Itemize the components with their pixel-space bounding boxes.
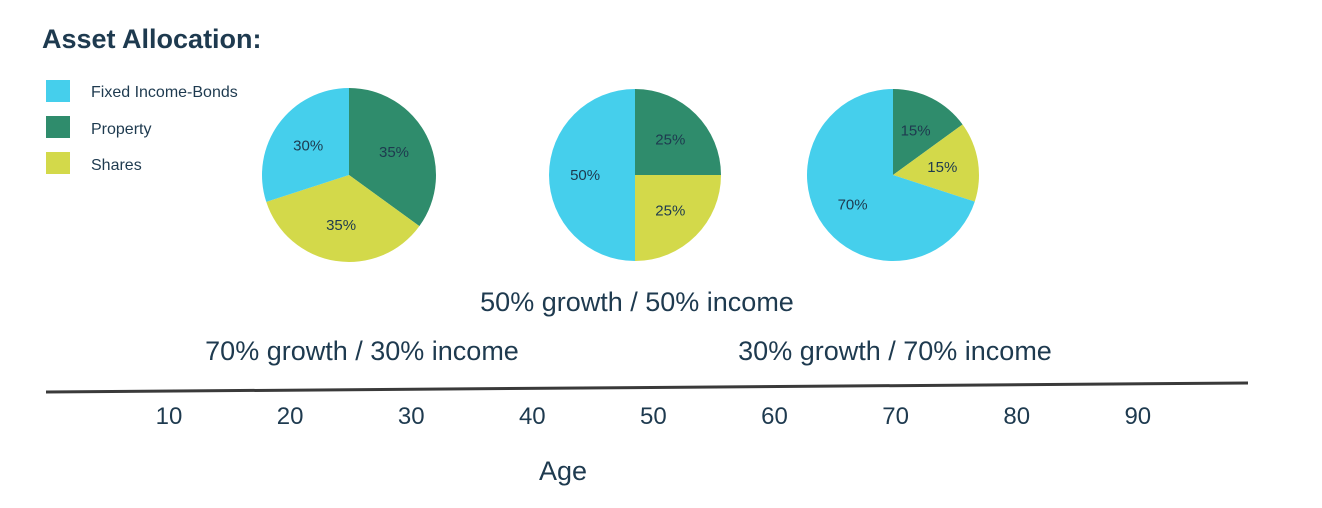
pie-1-slice-shares (266, 175, 420, 262)
pie-2-label-shares: 25% (655, 202, 685, 219)
pie-1-label-bonds: 30% (293, 137, 323, 154)
chart-title: Asset Allocation: (42, 24, 262, 54)
age-tick-50: 50 (640, 403, 667, 430)
legend-swatch-property (46, 116, 70, 138)
legend-label-bonds: Fixed Income-Bonds (91, 84, 238, 101)
pie-3-slice-property (893, 89, 963, 175)
age-tick-80: 80 (1003, 403, 1030, 430)
pie-3: 15% 15% 70% (807, 89, 980, 261)
legend-item-shares: Shares (46, 152, 142, 174)
pie-2-label-property: 25% (655, 132, 685, 149)
pie-1-label-property: 35% (379, 144, 409, 161)
pie-3-label-bonds: 70% (838, 196, 868, 213)
pie-1-slice-property (349, 88, 436, 227)
pie-1: 35% 35% 30% (262, 88, 436, 262)
pie-3-slice-bonds (807, 89, 975, 261)
pie-2-label-bonds: 50% (570, 167, 600, 184)
age-axis-line (45, 381, 1249, 394)
legend-swatch-bonds (46, 80, 70, 102)
pie-3-label-property: 15% (901, 123, 931, 140)
pie-2: 25% 25% 50% (549, 89, 721, 261)
age-tick-70: 70 (882, 403, 909, 430)
legend-label-shares: Shares (91, 157, 142, 174)
pie-2-slice-property (635, 89, 721, 175)
legend-label-property: Property (91, 121, 151, 138)
mix-label-middle: 50% growth / 50% income (480, 287, 794, 317)
age-tick-30: 30 (398, 403, 425, 430)
pie-1-label-shares: 35% (326, 217, 356, 234)
age-tick-90: 90 (1124, 403, 1151, 430)
mix-label-old: 30% growth / 70% income (738, 336, 1052, 366)
pie-charts: 35% 35% 30% 25% 25% 50% 15% 15% 70% (262, 88, 980, 262)
age-tick-40: 40 (519, 403, 546, 430)
age-tick-20: 20 (277, 403, 304, 430)
pie-2-slice-shares (635, 175, 721, 261)
age-tick-labels: 10 20 30 40 50 60 70 80 90 (156, 403, 1152, 430)
age-tick-60: 60 (761, 403, 788, 430)
pie-3-slice-shares (893, 124, 980, 202)
age-tick-10: 10 (156, 403, 183, 430)
pie-2-slice-bonds (549, 89, 635, 261)
legend-item-bonds: Fixed Income-Bonds (46, 80, 238, 102)
legend-item-property: Property (46, 116, 151, 138)
pie-1-slice-bonds (262, 88, 349, 202)
pie-3-label-shares: 15% (927, 159, 957, 176)
x-axis-title: Age (539, 456, 587, 486)
mix-label-young: 70% growth / 30% income (205, 336, 519, 366)
legend-swatch-shares (46, 152, 70, 174)
legend: Fixed Income-Bonds Property Shares (46, 80, 238, 174)
